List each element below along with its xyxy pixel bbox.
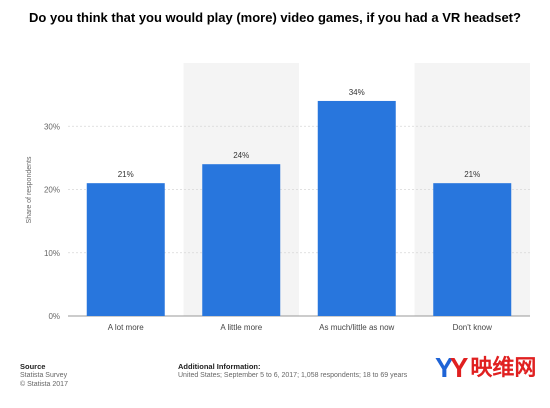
x-tick-label: A little more [220,323,262,332]
logo-text: 映维网 [470,355,537,380]
value-labels: 21% 24% 34% 21% [118,88,481,179]
x-tick-label: A lot more [108,323,145,332]
y-tick-label: 10% [44,249,60,258]
source-block: Source Statista Survey © Statista 2017 [20,362,68,389]
copyright-line: © Statista 2017 [20,381,68,388]
x-tick-label: As much/little as now [319,323,394,332]
y-tick-label: 0% [48,312,60,321]
source-heading: Source [20,362,46,371]
additional-info-text: United States; September 5 to 6, 2017; 1… [178,372,408,379]
value-label: 34% [349,88,365,97]
logo-mark-icon: YY [435,352,468,383]
bar [202,164,281,316]
y-tick-label: 30% [44,122,60,131]
x-axis-ticks: A lot more A little more As much/little as… [108,323,492,332]
site-logo: YY 映维网 [435,352,547,384]
value-label: 21% [118,170,134,179]
y-axis-ticks: 0% 10% 20% 30% [44,122,60,321]
bar [86,183,165,316]
source-line: Statista Survey [20,372,68,379]
x-tick-label: Don't know [453,323,493,332]
bar [433,183,512,316]
value-label: 24% [233,151,249,160]
y-axis-label: Share of respondents [26,156,33,223]
chart-title: Do you think that you would play (more) … [29,10,521,25]
bars [86,100,512,316]
additional-info-block: Additional Information: United States; S… [178,362,407,380]
additional-info-heading: Additional Information: [178,362,261,371]
bar [317,100,396,316]
value-label: 21% [464,170,480,179]
y-tick-label: 20% [44,186,60,195]
